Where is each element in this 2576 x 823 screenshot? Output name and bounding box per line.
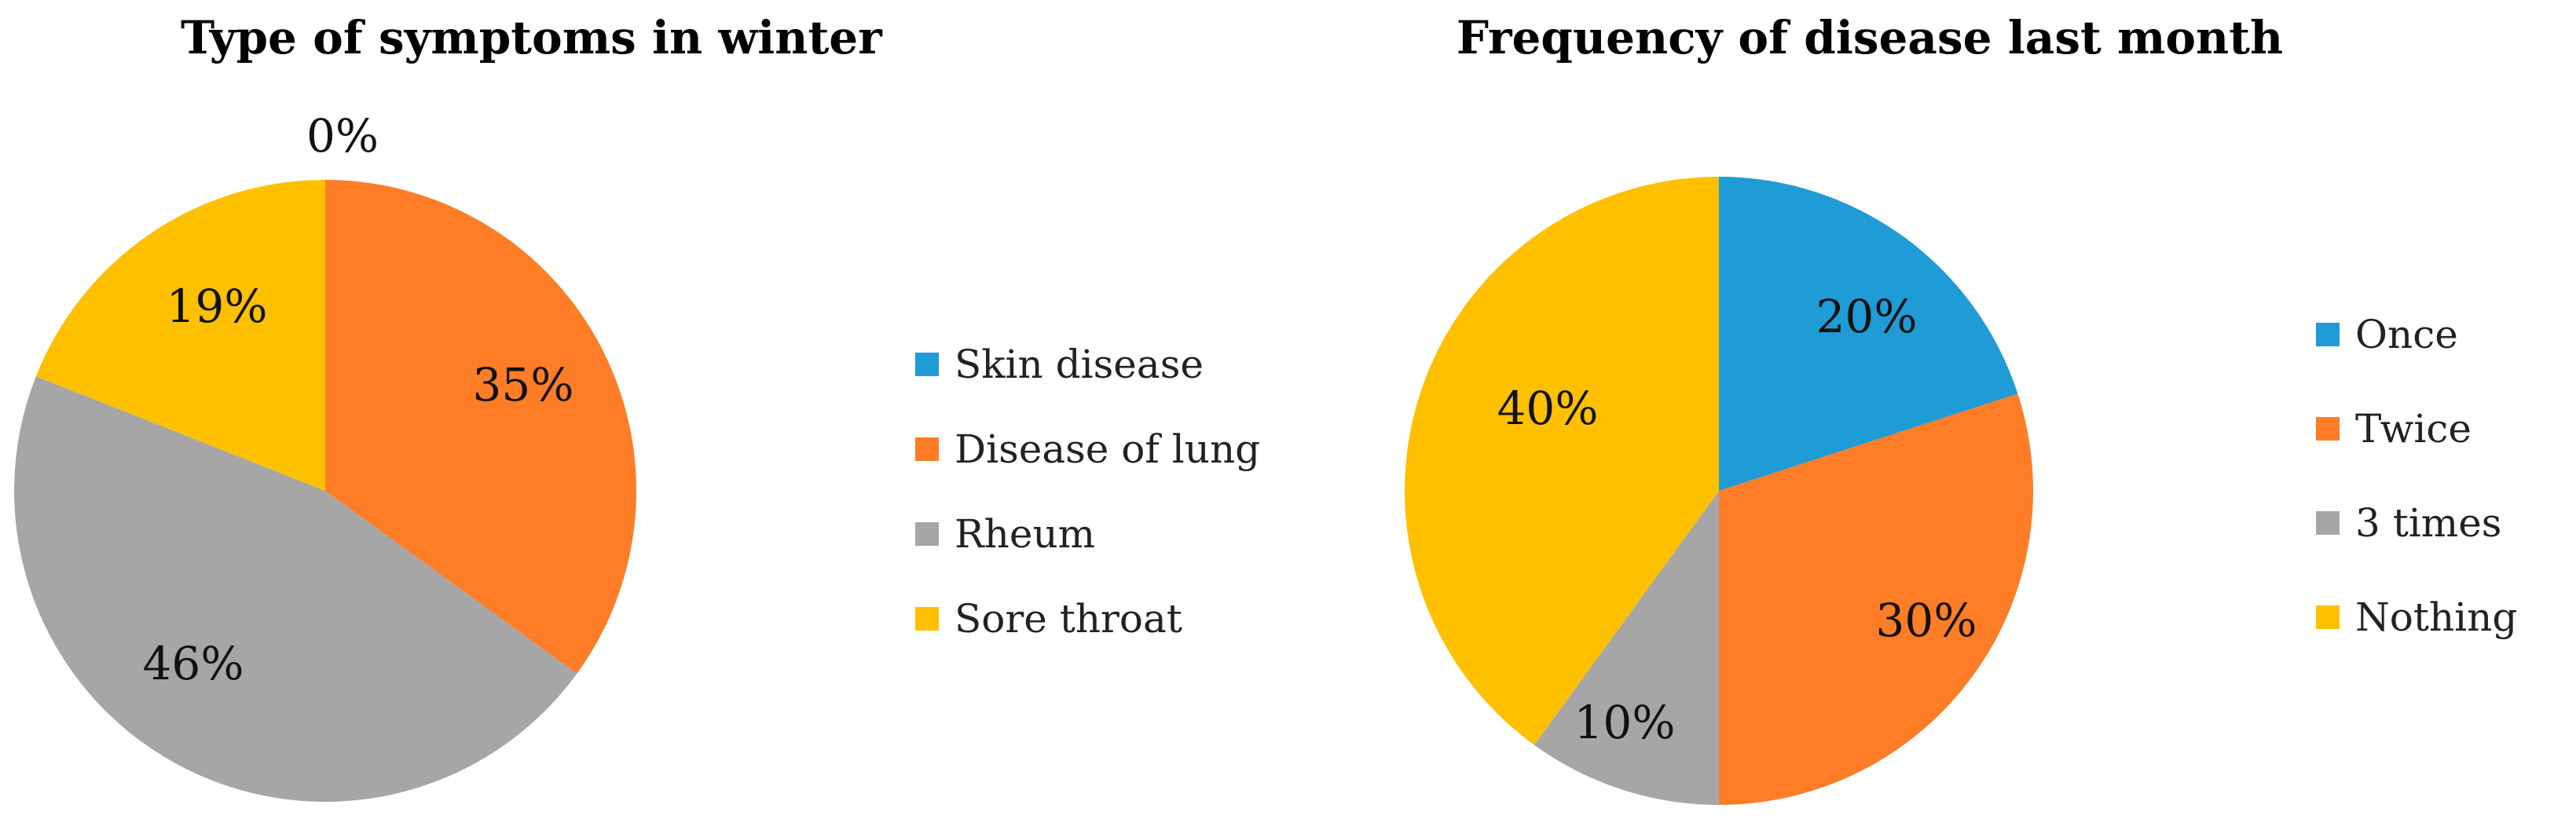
legend-swatch [2316, 417, 2340, 441]
legend-swatch [915, 522, 939, 546]
legend-swatch [2316, 323, 2340, 346]
legend-label: Once [2355, 312, 2458, 357]
pie-slice-sore-throat [35, 180, 326, 491]
pie-slice-disease-of-lung [325, 180, 636, 674]
legend-item-3-times: 3 times [2316, 476, 2517, 570]
legend-item-twice: Twice [2316, 382, 2517, 476]
legend-item-nothing: Nothing [2316, 570, 2517, 664]
pie-slice-once [1719, 177, 2018, 491]
pie-slice-3-times [1534, 491, 1719, 805]
pie-slice-nothing [1405, 177, 1719, 745]
data-label-disease-of-lung: 35% [473, 358, 574, 412]
legend-item-once: Once [2316, 287, 2517, 382]
legend-item-disease-of-lung: Disease of lung [915, 407, 1260, 492]
data-label-3-times: 10% [1574, 696, 1676, 749]
data-label-sore-throat: 19% [167, 280, 268, 333]
legend-label: Sore throat [955, 596, 1182, 642]
data-label-nothing: 40% [1497, 382, 1599, 435]
legend-item-rheum: Rheum [915, 492, 1260, 576]
data-label-twice: 30% [1876, 594, 1977, 647]
legend-label: 3 times [2355, 500, 2502, 546]
legend-item-sore-throat: Sore throat [915, 576, 1260, 661]
legend-label: Nothing [2355, 594, 2518, 640]
data-label-rheum: 46% [143, 637, 244, 690]
legend-swatch [2316, 605, 2340, 629]
legend-label: Twice [2355, 406, 2472, 452]
pie-slice-twice [1719, 393, 2033, 805]
data-label-skin-disease: 0% [306, 109, 379, 163]
legend-swatch [915, 607, 939, 631]
legend-frequency: Once Twice 3 times Nothing [2316, 287, 2517, 664]
legend-symptoms: Skin disease Disease of lung Rheum Sore … [915, 322, 1260, 661]
chart-title-frequency: Frequency of disease last month [1456, 11, 2284, 64]
legend-swatch [915, 353, 939, 376]
legend-label: Skin disease [955, 342, 1204, 387]
legend-label: Rheum [955, 511, 1096, 557]
legend-swatch [2316, 511, 2340, 535]
legend-label: Disease of lung [955, 426, 1261, 472]
legend-item-skin-disease: Skin disease [915, 322, 1260, 407]
legend-swatch [915, 437, 939, 461]
data-label-once: 20% [1816, 290, 1918, 343]
pie-slice-rheum [14, 376, 577, 803]
